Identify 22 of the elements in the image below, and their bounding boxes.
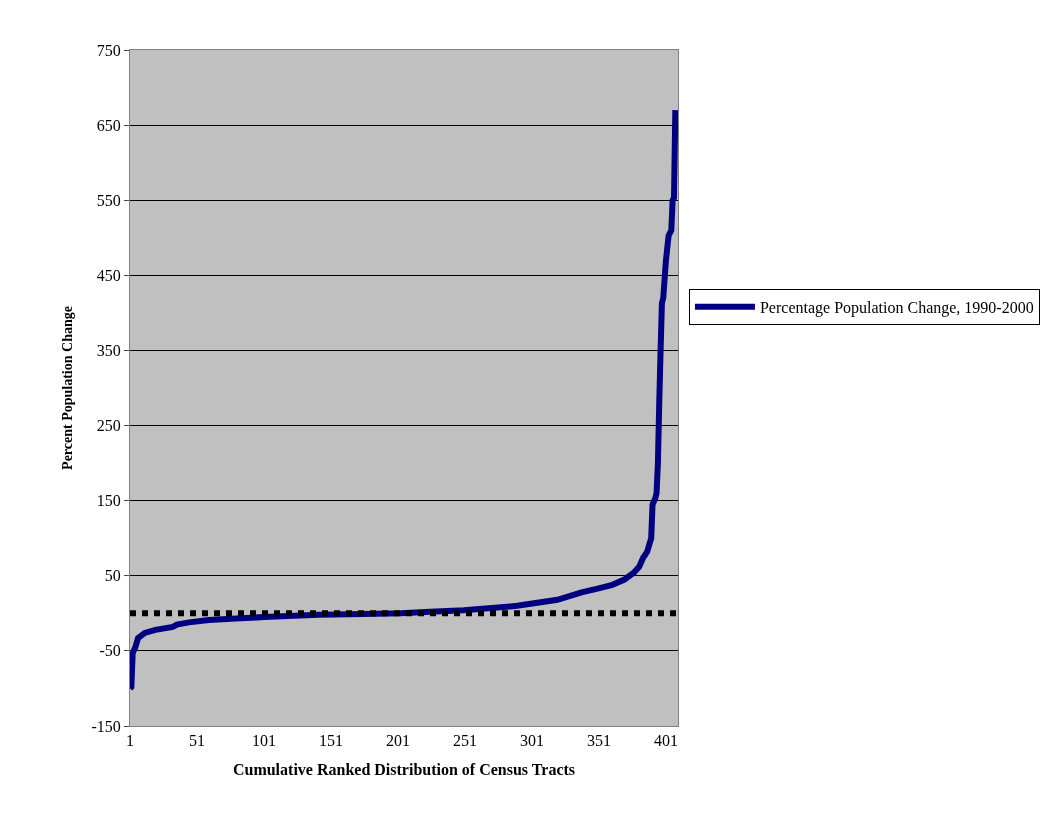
y-tick-label: 750 xyxy=(96,41,121,59)
y-tick-label: 350 xyxy=(96,342,121,360)
y-tick-label: 250 xyxy=(96,417,121,435)
x-tick-label: 301 xyxy=(519,732,544,750)
y-axis-title: Percent Population Change xyxy=(60,306,76,470)
y-tick-label: 150 xyxy=(96,492,121,510)
x-tick-label: 1 xyxy=(126,732,134,750)
y-tick-label: -150 xyxy=(91,717,121,735)
y-tick-label: 50 xyxy=(104,567,121,585)
y-tick-label: 550 xyxy=(96,191,121,209)
x-axis-title: Cumulative Ranked Distribution of Census Tracts xyxy=(232,760,576,778)
x-tick-label: 351 xyxy=(586,732,611,750)
x-tick-label: 101 xyxy=(251,732,276,750)
y-tick-label: -50 xyxy=(99,642,121,660)
x-tick-label: 201 xyxy=(385,732,410,750)
legend-label: Percentage Population Change, 1990-2000 xyxy=(759,299,1034,318)
x-tick-label: 251 xyxy=(452,732,477,750)
x-tick-label: 401 xyxy=(653,732,678,750)
x-tick-label: 151 xyxy=(318,732,343,750)
x-tick-label: 51 xyxy=(188,732,205,750)
y-tick-label: 650 xyxy=(96,116,121,134)
y-tick-label: 450 xyxy=(96,266,121,284)
